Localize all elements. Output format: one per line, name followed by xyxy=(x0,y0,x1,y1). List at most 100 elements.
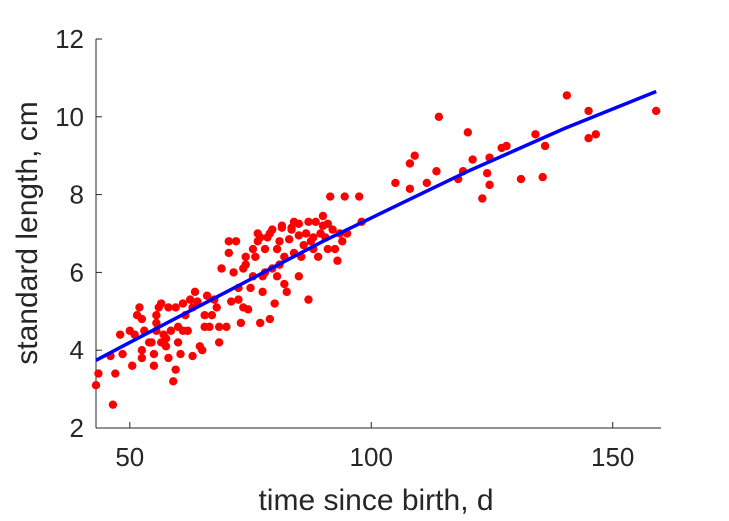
data-point xyxy=(224,237,233,246)
data-point xyxy=(231,237,241,246)
data-point xyxy=(294,219,304,228)
data-point xyxy=(137,346,147,355)
data-point xyxy=(147,338,156,347)
data-point xyxy=(202,291,212,300)
data-point xyxy=(183,326,192,335)
data-point xyxy=(340,192,349,201)
y-tick-label: 10 xyxy=(55,102,84,132)
data-point xyxy=(169,377,178,386)
x-tick-label: 150 xyxy=(591,442,634,472)
data-point xyxy=(190,287,200,297)
x-ticks: 50 100 150 xyxy=(115,422,634,472)
data-point xyxy=(584,106,593,116)
data-point xyxy=(333,256,342,265)
data-point xyxy=(178,299,188,308)
data-point xyxy=(405,184,415,193)
data-point xyxy=(468,155,477,164)
data-points xyxy=(91,91,661,409)
data-point xyxy=(193,297,202,306)
data-point xyxy=(538,172,547,182)
data-point xyxy=(432,167,441,176)
data-point xyxy=(323,219,332,228)
data-point xyxy=(405,159,415,168)
data-point xyxy=(434,112,444,122)
data-point xyxy=(328,225,337,234)
y-ticks: 2 4 6 8 10 12 xyxy=(55,24,102,443)
data-point xyxy=(354,192,364,201)
data-point xyxy=(118,349,127,359)
data-point xyxy=(152,310,161,320)
data-point xyxy=(562,91,572,100)
data-point xyxy=(229,268,238,277)
data-point xyxy=(234,295,243,304)
data-point xyxy=(164,303,173,312)
x-axis: 50 100 150 xyxy=(96,422,661,472)
data-point xyxy=(309,233,318,242)
data-point xyxy=(531,130,540,139)
data-point xyxy=(246,283,255,293)
data-point xyxy=(265,314,275,324)
data-point xyxy=(248,244,258,254)
data-point xyxy=(207,310,217,320)
data-point xyxy=(502,141,511,151)
fit-line xyxy=(95,89,657,362)
data-point xyxy=(251,252,260,262)
data-point xyxy=(584,133,593,143)
data-point xyxy=(188,351,197,361)
data-point xyxy=(255,233,265,242)
x-tick-label: 100 xyxy=(350,442,393,472)
data-point xyxy=(268,225,277,234)
y-tick-label: 12 xyxy=(55,24,84,54)
data-point xyxy=(280,279,289,289)
data-point xyxy=(311,217,320,227)
data-point xyxy=(205,322,214,332)
y-tick-label: 6 xyxy=(70,257,84,287)
data-point xyxy=(463,128,473,137)
data-point xyxy=(516,174,526,184)
data-point xyxy=(198,346,207,355)
data-point xyxy=(478,194,487,203)
data-point xyxy=(236,318,246,328)
data-point xyxy=(222,322,231,332)
data-point xyxy=(161,342,171,351)
data-point xyxy=(275,237,284,246)
data-point xyxy=(591,130,601,139)
data-point xyxy=(137,314,147,324)
data-point xyxy=(326,192,335,201)
y-tick-label: 2 xyxy=(70,413,84,443)
data-point xyxy=(260,244,270,254)
data-point xyxy=(277,223,287,232)
data-point xyxy=(330,244,340,254)
data-point xyxy=(482,169,492,178)
data-point xyxy=(301,229,311,238)
y-axis: 2 4 6 8 10 12 xyxy=(55,24,102,443)
data-point xyxy=(338,237,347,246)
data-point xyxy=(115,330,125,339)
data-point xyxy=(299,240,308,250)
data-point xyxy=(318,211,328,221)
data-point xyxy=(422,178,431,188)
data-point xyxy=(91,381,101,390)
y-tick-label: 8 xyxy=(70,180,84,210)
data-point xyxy=(227,297,236,306)
x-axis-label: time since birth, d xyxy=(258,484,493,517)
data-point xyxy=(166,326,176,335)
data-point xyxy=(176,349,185,359)
data-point xyxy=(171,365,180,374)
x-tick-label: 50 xyxy=(115,442,144,472)
data-point xyxy=(270,299,279,308)
data-point xyxy=(135,303,144,312)
data-point xyxy=(149,349,159,359)
data-point xyxy=(156,299,166,308)
data-point xyxy=(241,260,250,269)
data-point xyxy=(243,305,253,314)
data-point xyxy=(304,295,313,304)
data-point xyxy=(294,272,304,281)
data-point xyxy=(224,248,233,258)
data-point xyxy=(485,180,494,190)
data-point xyxy=(149,361,159,370)
data-point xyxy=(241,252,250,262)
data-point xyxy=(304,217,313,227)
y-tick-label: 4 xyxy=(70,335,84,365)
